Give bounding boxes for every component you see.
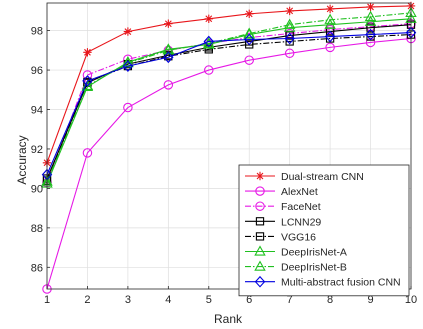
x-tick-label: 7 bbox=[287, 294, 293, 306]
data-point bbox=[163, 80, 174, 90]
legend-label: VGG16 bbox=[281, 231, 316, 243]
legend-marker bbox=[255, 201, 265, 211]
x-tick-label: 10 bbox=[405, 294, 417, 306]
y-tick-label: 88 bbox=[31, 223, 43, 235]
data-point bbox=[162, 44, 175, 55]
data-point bbox=[122, 57, 134, 68]
legend-label: AlexNet bbox=[281, 186, 318, 198]
x-tick-label: 6 bbox=[246, 294, 252, 306]
legend-marker bbox=[254, 260, 266, 271]
data-point bbox=[203, 35, 215, 48]
data-point bbox=[82, 148, 93, 158]
x-tick-label: 4 bbox=[165, 294, 171, 306]
legend-label: LCNN29 bbox=[281, 216, 321, 228]
data-point bbox=[163, 51, 174, 64]
data-point bbox=[245, 9, 254, 19]
x-axis-label: Rank bbox=[214, 312, 243, 326]
data-point bbox=[365, 37, 376, 48]
data-point bbox=[284, 32, 295, 45]
data-point bbox=[243, 33, 255, 46]
data-point bbox=[123, 102, 133, 113]
data-point bbox=[366, 2, 375, 12]
data-point bbox=[365, 28, 376, 41]
data-point bbox=[285, 37, 294, 46]
legend-box bbox=[238, 164, 410, 297]
plot-frame bbox=[46, 2, 412, 290]
legend-item: AlexNet bbox=[245, 186, 318, 198]
data-point bbox=[324, 13, 336, 24]
x-tick-label: 9 bbox=[367, 294, 373, 306]
data-point bbox=[325, 42, 335, 53]
series-line bbox=[46, 12, 412, 182]
data-point bbox=[285, 6, 294, 16]
y-tick-label: 98 bbox=[31, 26, 43, 38]
legend-marker bbox=[254, 275, 266, 288]
data-point bbox=[82, 75, 93, 87]
data-point bbox=[284, 48, 295, 59]
legend-label: Dual-stream CNN bbox=[281, 171, 364, 183]
y-tick-label: 96 bbox=[31, 65, 43, 77]
legend-item: DeepIrisNet-A bbox=[245, 245, 347, 259]
series-line bbox=[46, 37, 412, 290]
legend-marker bbox=[255, 171, 265, 181]
x-tick-label: 2 bbox=[84, 294, 90, 306]
data-point bbox=[324, 18, 336, 29]
y-tick-label: 94 bbox=[31, 105, 43, 117]
data-point bbox=[164, 19, 173, 28]
x-tick-label: 5 bbox=[206, 294, 212, 306]
x-tick-label: 1 bbox=[44, 294, 50, 306]
legend-label: FaceNet bbox=[281, 201, 321, 213]
data-point bbox=[283, 21, 296, 32]
legend-marker bbox=[254, 245, 266, 256]
series-2 bbox=[42, 33, 416, 294]
x-tick-label: 8 bbox=[327, 294, 333, 306]
y-tick-label: 86 bbox=[31, 262, 43, 274]
data-point bbox=[243, 27, 255, 38]
data-point bbox=[204, 65, 214, 75]
y-axis-label: Accuracy bbox=[15, 135, 29, 184]
data-point bbox=[366, 23, 375, 32]
legend-marker bbox=[255, 186, 265, 196]
ticks: 1 2 3 4 5 6 7 8 9 10 86 88 90 92 94 96 98 bbox=[31, 26, 417, 306]
data-point bbox=[364, 10, 377, 21]
legend-item: DeepIrisNet-B bbox=[245, 260, 347, 274]
legend: Dual-stream CNN AlexNet FaceNet LCNN29 VGG16… bbox=[238, 164, 410, 297]
legend-marker bbox=[255, 232, 265, 241]
data-point bbox=[324, 30, 336, 43]
data-point bbox=[123, 27, 133, 36]
legend-item: FaceNet bbox=[245, 201, 321, 213]
data-point bbox=[83, 48, 92, 57]
series-line bbox=[46, 32, 412, 175]
legend-label: Multi-abstract fusion CNN bbox=[281, 277, 401, 289]
y-tick-label: 92 bbox=[31, 144, 43, 156]
data-point bbox=[245, 40, 254, 49]
legend-item: Multi-abstract fusion CNN bbox=[245, 275, 401, 289]
series-line bbox=[46, 5, 412, 163]
legend-item: VGG16 bbox=[245, 231, 316, 243]
data-point bbox=[325, 4, 335, 14]
legend-item: LCNN29 bbox=[245, 216, 321, 228]
legend-label: DeepIrisNet-B bbox=[281, 262, 347, 274]
legend-item: Dual-stream CNN bbox=[245, 171, 364, 183]
data-point bbox=[244, 55, 254, 65]
data-point bbox=[204, 14, 213, 23]
y-tick-label: 90 bbox=[31, 183, 43, 195]
data-point bbox=[285, 31, 294, 40]
data-point bbox=[364, 15, 377, 26]
x-tick-label: 3 bbox=[125, 294, 131, 306]
legend-label: DeepIrisNet-A bbox=[281, 247, 347, 259]
legend-marker bbox=[255, 217, 265, 226]
data-point bbox=[122, 60, 134, 72]
data-point bbox=[283, 18, 296, 29]
data-point bbox=[325, 24, 335, 35]
